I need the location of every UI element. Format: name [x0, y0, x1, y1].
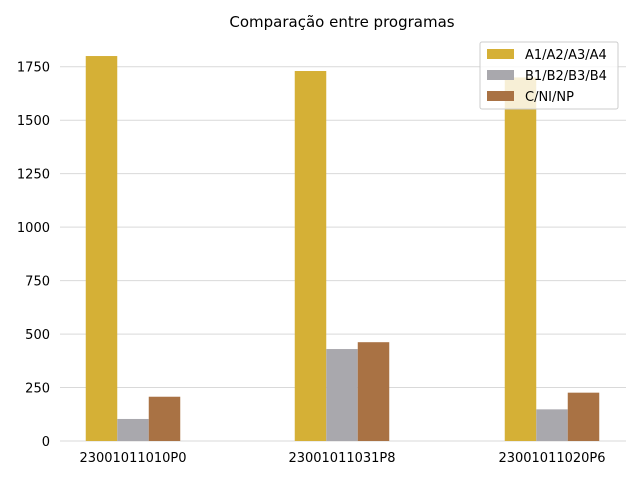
y-axis-ticks: 0 250 500 750 1000 1250 1500 1750	[17, 61, 50, 450]
y-tick-label-1: 250	[25, 382, 50, 397]
bar-1-2	[357, 342, 390, 441]
y-tick-label-0: 0	[42, 435, 50, 450]
bar-2-0	[504, 77, 537, 441]
bar-0-1	[117, 418, 149, 441]
y-tick-label-2: 500	[25, 328, 50, 343]
legend-label-0: A1/A2/A3/A4	[525, 48, 607, 63]
y-tick-label-6: 1500	[17, 114, 50, 129]
chart-title: Comparação entre programas	[229, 13, 454, 31]
x-axis-ticks: 23001011010P0 23001011031P8 23001011020P6	[79, 451, 605, 466]
x-tick-label-2: 23001011020P6	[498, 451, 605, 466]
legend-swatch-1	[487, 70, 514, 80]
bar-2-2	[567, 392, 600, 441]
y-tick-label-3: 750	[25, 275, 50, 290]
bars	[85, 56, 600, 441]
legend-frame	[479, 41, 619, 110]
bar-0-2	[148, 396, 181, 441]
legend-label-2: C/NI/NP	[525, 90, 574, 105]
gridlines	[60, 66, 626, 442]
legend: A1/A2/A3/A4 B1/B2/B3/B4 C/NI/NP	[479, 41, 619, 110]
legend-swatch-2	[487, 91, 514, 101]
y-tick-label-5: 1250	[17, 168, 50, 183]
bar-1-1	[326, 349, 358, 441]
bar-2-1	[536, 409, 568, 441]
bar-0-0	[85, 56, 118, 441]
legend-swatch-0	[487, 49, 514, 59]
y-tick-label-7: 1750	[17, 61, 50, 76]
x-tick-label-1: 23001011031P8	[288, 451, 395, 466]
legend-label-1: B1/B2/B3/B4	[525, 69, 607, 84]
y-tick-label-4: 1000	[17, 221, 50, 236]
bar-1-0	[294, 71, 327, 441]
x-tick-label-0: 23001011010P0	[79, 451, 186, 466]
